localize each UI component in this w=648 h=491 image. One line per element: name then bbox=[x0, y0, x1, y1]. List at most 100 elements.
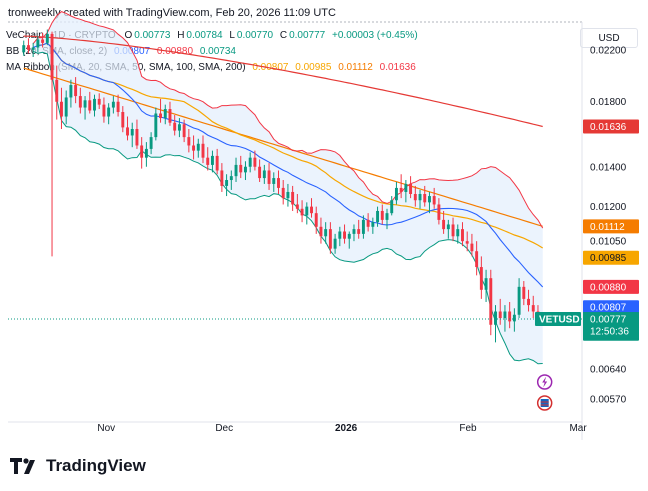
symbol-tag bbox=[535, 312, 581, 327]
candle-body bbox=[277, 178, 280, 188]
candle-body bbox=[272, 178, 276, 184]
candle-body bbox=[404, 183, 408, 192]
candle-body bbox=[192, 145, 196, 151]
candle-body bbox=[376, 210, 380, 223]
candle-body bbox=[210, 155, 214, 165]
candle-body bbox=[503, 311, 507, 319]
candle-body bbox=[295, 204, 299, 209]
candle-body bbox=[173, 122, 177, 131]
candle-body bbox=[286, 191, 290, 199]
value-badge bbox=[583, 219, 639, 234]
candle-body bbox=[135, 128, 139, 146]
tradingview-logo-icon bbox=[10, 458, 35, 474]
candle-body bbox=[229, 176, 233, 181]
candle-body bbox=[446, 224, 450, 230]
value-badge bbox=[583, 250, 639, 265]
ma-ribbon-value-1: 0.00807 bbox=[252, 62, 289, 73]
candle-body bbox=[343, 231, 346, 239]
candle-body bbox=[409, 183, 413, 195]
value-badge-label: 0.00807 bbox=[590, 319, 627, 330]
candle-body bbox=[177, 124, 181, 131]
candle-body bbox=[262, 170, 266, 179]
candle-body bbox=[437, 204, 441, 220]
ohlc-high-label: H bbox=[177, 30, 185, 41]
value-badge-label: 0.00880 bbox=[590, 282, 627, 293]
candle-body bbox=[220, 170, 224, 186]
ohlc-change: +0.00003 (+0.45%) bbox=[332, 30, 418, 41]
ohlc-close-value: 0.00777 bbox=[289, 30, 326, 41]
candle-body bbox=[314, 213, 318, 227]
bb-upper-value: 0.00880 bbox=[156, 46, 194, 57]
legend-ma-ribbon-row[interactable]: MA Ribbon (SMA, 20, SMA, 50, SMA, 100, S… bbox=[6, 60, 418, 76]
candle-body bbox=[366, 219, 370, 227]
candle-body bbox=[154, 113, 158, 138]
candle-body bbox=[258, 166, 262, 179]
x-tick-label: Mar bbox=[569, 423, 587, 434]
candle-body bbox=[267, 170, 271, 184]
candle-body bbox=[69, 85, 73, 98]
candle-body bbox=[300, 208, 304, 216]
ohlc-open-label: O bbox=[124, 30, 133, 41]
tradingview-logo[interactable]: TradingView bbox=[10, 456, 146, 476]
value-badge-label: 0.00985 bbox=[590, 253, 627, 264]
attribution-header: tronweekly created with TradingView.com,… bbox=[8, 7, 336, 19]
candle-body bbox=[423, 194, 427, 203]
bb-lower-line bbox=[33, 50, 543, 365]
candle-body bbox=[465, 241, 469, 244]
event-us-flag-icon bbox=[536, 395, 553, 411]
candle-body bbox=[196, 143, 200, 151]
ma-ribbon-value-3: 0.01112 bbox=[338, 62, 373, 73]
candle-body bbox=[182, 124, 186, 138]
candle-body bbox=[484, 278, 488, 290]
legend-bb-row[interactable]: BB (20, SMA, close, 2) 0.00807 0.00880 0… bbox=[6, 44, 418, 60]
value-badge-label: 0.01636 bbox=[590, 122, 627, 133]
candle-body bbox=[333, 238, 337, 249]
candle-body bbox=[97, 98, 101, 105]
candle-body bbox=[88, 100, 92, 111]
candle-body bbox=[451, 224, 455, 237]
value-badge bbox=[583, 326, 639, 341]
candle-body bbox=[347, 233, 351, 239]
candle-body bbox=[225, 180, 229, 186]
candle-body bbox=[470, 243, 474, 252]
candle-body bbox=[461, 229, 464, 242]
tradingview-brand-text: TradingView bbox=[46, 456, 146, 475]
candle-body bbox=[248, 157, 252, 167]
x-tick-label: 2026 bbox=[335, 423, 358, 434]
candle-body bbox=[305, 206, 309, 216]
event-lightning-icon bbox=[536, 374, 553, 390]
candle-body bbox=[385, 213, 389, 220]
candle-body bbox=[116, 101, 120, 113]
y-tick-label: 0.01800 bbox=[590, 97, 627, 108]
ohlc-close-label: C bbox=[279, 30, 288, 41]
candle-body bbox=[60, 101, 63, 117]
candle-body bbox=[111, 101, 115, 108]
candle-body bbox=[244, 166, 247, 173]
legend: VeChain · 1D · CRYPTO O 0.00773 H 0.00784 … bbox=[6, 28, 418, 76]
candle-body bbox=[536, 311, 540, 322]
candle-body bbox=[361, 219, 365, 234]
ma-ribbon-value-2: 0.00985 bbox=[295, 62, 332, 73]
value-badge bbox=[583, 119, 639, 134]
candle-body bbox=[93, 98, 96, 111]
legend-symbol-row[interactable]: VeChain · 1D · CRYPTO O 0.00773 H 0.00784 … bbox=[6, 28, 418, 44]
candle-body bbox=[144, 148, 148, 158]
candle-body bbox=[442, 219, 446, 230]
candle-body bbox=[74, 85, 78, 97]
y-tick-label: 0.01050 bbox=[590, 237, 627, 248]
candle-body bbox=[371, 222, 375, 227]
ohlc-low-label: L bbox=[229, 30, 235, 41]
value-badge-label: 0.00734 bbox=[590, 329, 627, 340]
symbol-tag-label: VETUSD bbox=[539, 315, 580, 326]
candle-body bbox=[328, 229, 332, 249]
candle-body bbox=[494, 311, 497, 325]
currency-button[interactable]: USD bbox=[580, 28, 638, 48]
candle-body bbox=[531, 305, 535, 312]
y-tick-label: 0.00570 bbox=[590, 395, 627, 406]
candle-body bbox=[215, 155, 219, 171]
ohlc-high-value: 0.00784 bbox=[186, 30, 223, 41]
current-price-badge bbox=[583, 312, 639, 339]
candle-body bbox=[498, 311, 502, 319]
y-tick-label: 0.00640 bbox=[590, 365, 627, 376]
